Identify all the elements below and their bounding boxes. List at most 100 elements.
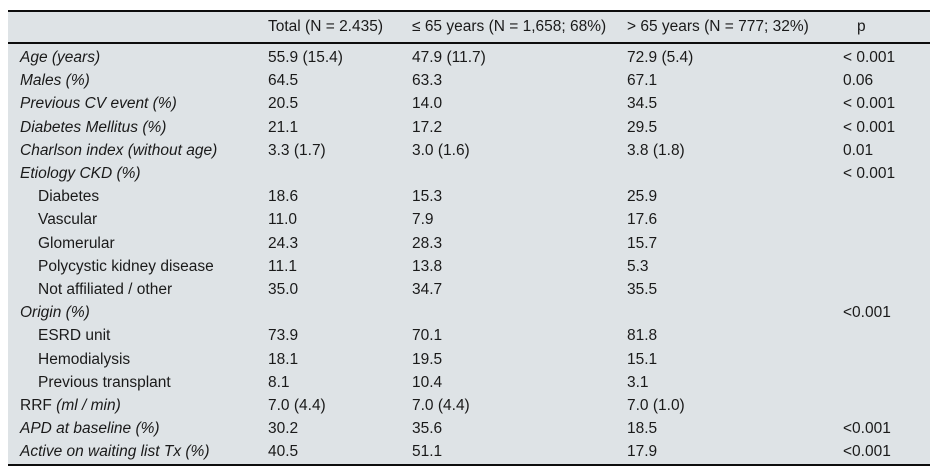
baseline-characteristics-table: Total (N = 2.435) ≤ 65 years (N = 1,658;… [8,10,930,466]
cell-p-value [843,371,930,394]
column-header-total: Total (N = 2.435) [268,11,412,44]
table-row: Previous CV event (%) 20.5 14.0 34.5 < 0.001 [8,92,930,115]
cell-p-value: <0.001 [843,443,891,461]
cell-total: 64.5 [268,72,299,90]
cell-le65-years: 70.1 [412,327,443,345]
cell-p-value: 0.01 [843,141,874,159]
cell-le65-years: 7.9 [412,211,434,229]
cell-le65-years: 34.7 [412,281,443,299]
table-row: RRF (ml / min) 7.0 (4.4) 7.0 (4.4) 7.0 (1.0… [8,394,930,417]
cell-total [268,301,412,324]
cell-p-value: < 0.001 [843,49,896,66]
cell-total: 24.3 [268,234,299,252]
cell-gt65-years: 72.9 (5.4) [627,49,694,66]
row-label-upright-text: Hemodialysis [38,350,131,368]
cell-p-value [843,394,930,417]
cell-gt65-years: 67.1 [627,72,658,90]
cell-p-value: < 0.001 [843,118,896,136]
cell-le65-years: 28.3 [412,234,443,252]
cell-p-value [843,278,930,301]
cell-gt65-years: 17.9 [627,443,658,461]
cell-p-value [843,185,930,208]
table-body: Age (years) 55.9 (15.4) 47.9 (11.7) 72.9 (5… [8,43,930,465]
cell-p-value [843,208,930,231]
row-label: Previous CV event (%) [8,92,268,115]
row-label-italic-text: Previous CV event (%) [20,95,177,113]
column-header-gt65-years: > 65 years (N = 777; 32%) [627,11,843,44]
cell-le65-years: 19.5 [412,350,443,368]
cell-p-value [843,324,930,347]
cell-le65-years: 17.2 [412,118,443,136]
table-row: Polycystic kidney disease 11.1 13.8 5.3 [8,255,930,278]
table-row: Etiology CKD (%) < 0.001 [8,162,930,185]
table-row: Diabetes Mellitus (%) 21.1 17.2 29.5 < 0.001 [8,116,930,139]
cell-le65-years: 7.0 (4.4) [412,397,470,415]
cell-gt65-years: 5.3 [627,257,649,275]
cell-total: 30.2 [268,420,299,438]
cell-p-value: < 0.001 [843,95,896,113]
row-label-upright-text: Vascular [38,211,98,229]
cell-p-value: < 0.001 [843,165,896,183]
cell-le65-years: 3.0 (1.6) [412,141,470,159]
table-row: Origin (%) <0.001 [8,301,930,324]
row-label-italic-text: Diabetes Mellitus (%) [20,118,167,136]
cell-gt65-years: 17.6 [627,211,658,229]
cell-le65-years: 63.3 [412,72,443,90]
column-header-le65-years: ≤ 65 years (N = 1,658; 68%) [412,11,627,44]
column-header-p-value: p [843,11,930,44]
cell-le65-years: 35.6 [412,420,443,438]
cell-gt65-years [627,301,843,324]
cell-total: 11.1 [268,257,298,275]
row-label: Diabetes Mellitus (%) [8,116,268,139]
table-row: Vascular 11.0 7.9 17.6 [8,208,930,231]
cell-le65-years: 10.4 [412,373,443,391]
row-label: Not affiliated / other [8,278,268,301]
cell-total: 11.0 [268,211,298,229]
cell-gt65-years: 3.8 (1.8) [627,141,685,159]
row-label: Glomerular [8,232,268,255]
cell-total: 20.5 [268,95,299,113]
cell-gt65-years: 15.1 [627,350,658,368]
column-header-variable [8,11,268,44]
row-label: Active on waiting list Tx (%) [8,440,268,464]
header-row: Total (N = 2.435) ≤ 65 years (N = 1,658;… [8,11,930,44]
cell-total [268,162,412,185]
row-label: Age (years) [8,43,268,69]
row-label-italic-text: Age (years) [20,49,101,66]
row-label-upright-text: Polycystic kidney disease [38,257,214,275]
row-label-upright-text: Previous transplant [38,373,171,391]
table-row: Hemodialysis 18.1 19.5 15.1 [8,348,930,371]
cell-le65-years: 14.0 [412,95,443,113]
row-label: Previous transplant [8,371,268,394]
cell-gt65-years: 35.5 [627,281,658,299]
row-label-upright-text: ESRD unit [38,327,111,345]
cell-le65-years: 51.1 [412,443,443,461]
table-row: Charlson index (without age) 3.3 (1.7) 3.0… [8,139,930,162]
row-label: APD at baseline (%) [8,417,268,440]
row-label: Etiology CKD (%) [8,162,268,185]
row-label: Polycystic kidney disease [8,255,268,278]
cell-total: 55.9 (15.4) [268,49,343,66]
cell-p-value [843,255,930,278]
row-label-italic-text: (ml / min) [56,397,121,415]
cell-p-value: 0.06 [843,72,874,90]
cell-total: 18.1 [268,350,299,368]
row-label: Vascular [8,208,268,231]
cell-gt65-years: 15.7 [627,234,658,252]
row-label-upright-text: Glomerular [38,234,115,252]
row-label-italic-text: Etiology CKD (%) [20,165,141,183]
cell-p-value: <0.001 [843,420,891,438]
cell-p-value [843,232,930,255]
row-label-upright-text: Diabetes [38,188,100,206]
table-row: ESRD unit 73.9 70.1 81.8 [8,324,930,347]
cell-total: 18.6 [268,188,299,206]
cell-total: 35.0 [268,281,299,299]
table-row: Males (%) 64.5 63.3 67.1 0.06 [8,69,930,92]
cell-p-value: <0.001 [843,304,891,322]
cell-le65-years: 15.3 [412,188,443,206]
row-label: Charlson index (without age) [8,139,268,162]
row-label: RRF (ml / min) [8,394,268,417]
table-row: Age (years) 55.9 (15.4) 47.9 (11.7) 72.9 (5… [8,43,930,69]
table-row: Not affiliated / other 35.0 34.7 35.5 [8,278,930,301]
